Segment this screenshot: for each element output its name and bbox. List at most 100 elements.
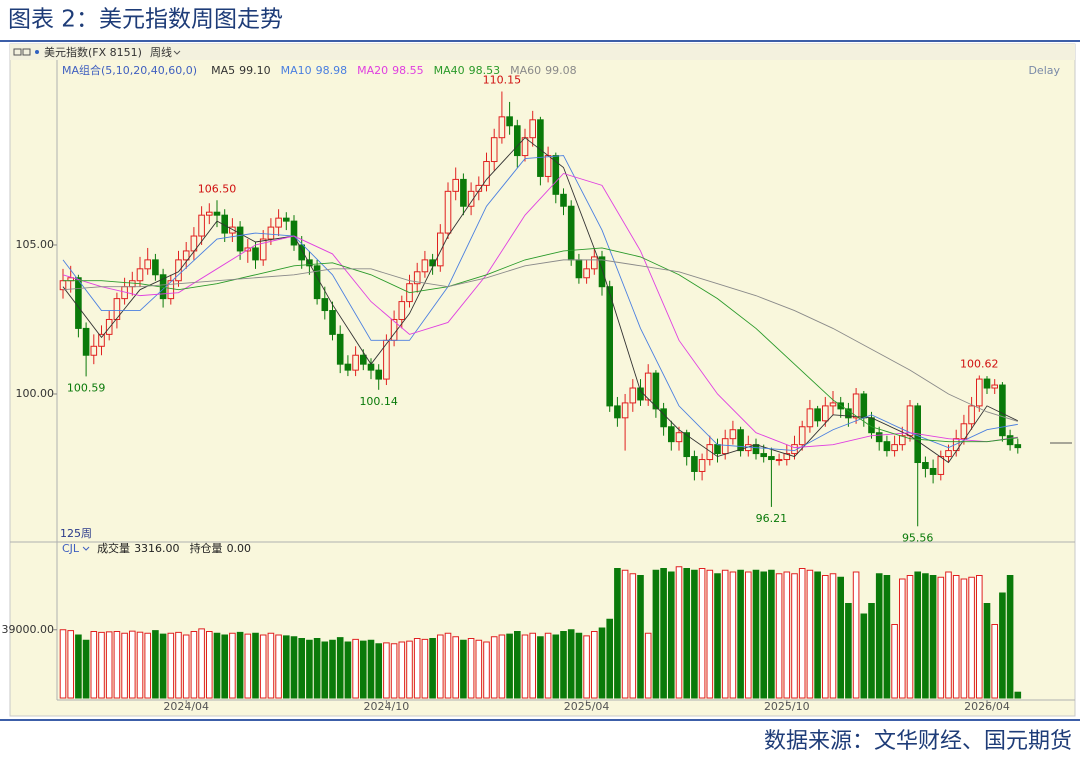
candle-body <box>614 405 621 419</box>
volume-bar <box>75 634 82 699</box>
volume-bar <box>583 635 590 699</box>
period[interactable]: 周线 <box>150 45 172 59</box>
volume-bar <box>575 632 583 699</box>
volume-bar <box>352 638 359 699</box>
y-tick-label: 105.00 <box>16 238 55 251</box>
candle-body <box>298 244 305 261</box>
candle-body <box>105 318 113 335</box>
volume-bar <box>644 632 652 699</box>
volume-bar <box>837 576 845 699</box>
candle-body <box>352 354 359 371</box>
volume-bar <box>606 618 614 699</box>
volume-bar <box>521 634 529 699</box>
candle-body <box>229 226 236 234</box>
volume-bar <box>421 638 429 699</box>
candle-body <box>968 405 975 425</box>
price-annotation: 96.21 <box>756 512 788 525</box>
volume-bar <box>105 631 113 699</box>
volume-bar <box>775 573 783 699</box>
price-annotation: 110.15 <box>483 74 522 87</box>
volume-bar <box>976 575 983 699</box>
volume-bar <box>221 634 228 699</box>
volume-bar <box>899 578 906 699</box>
ma-line <box>62 259 1018 422</box>
candle-body <box>937 456 945 475</box>
volume-bar <box>144 632 151 699</box>
volume-bar <box>760 571 768 699</box>
toolbar-icon-part <box>13 48 22 56</box>
candle-body <box>344 363 352 371</box>
candle-body <box>660 408 667 428</box>
candle-body <box>275 217 282 228</box>
volume-tick-label: 39000.00 <box>2 623 55 636</box>
volume-bar <box>591 631 598 699</box>
volume-bar <box>190 631 198 699</box>
candle-body <box>837 402 845 410</box>
volume-bar <box>59 629 67 699</box>
candle-body <box>606 286 614 407</box>
volume-bar <box>390 643 398 699</box>
volume-bar <box>614 568 621 699</box>
volume-bar <box>437 634 444 699</box>
volume-bar <box>637 575 644 699</box>
volume-bar <box>906 575 914 699</box>
volume-bar <box>999 592 1006 699</box>
volume-bar <box>98 631 105 699</box>
volume-bar <box>275 634 282 699</box>
volume-bar <box>567 629 575 699</box>
candle-body <box>991 384 999 389</box>
candle-body <box>875 432 883 443</box>
candle-body <box>583 268 590 279</box>
volume-bar <box>698 568 706 699</box>
legend-name: MA5 <box>211 64 235 77</box>
price-annotation: 106.50 <box>198 182 237 195</box>
period-dropdown[interactable] <box>173 50 181 55</box>
delay-label: Delay <box>1028 64 1060 77</box>
volume-bar <box>90 631 98 699</box>
candles <box>59 91 1022 527</box>
candle-body <box>691 456 698 472</box>
volume-bar <box>159 633 167 699</box>
candle-body <box>798 426 806 446</box>
volume-bar <box>259 634 267 699</box>
volume-bar <box>229 632 236 699</box>
candle-body <box>360 354 367 365</box>
candle-body <box>760 453 768 458</box>
candle-body <box>845 408 852 419</box>
price-annotation: 95.56 <box>902 531 934 544</box>
candle-body <box>883 441 891 452</box>
candle-body <box>421 259 429 273</box>
volume-bar <box>845 603 852 699</box>
volume-bar <box>244 633 252 699</box>
volume-bar <box>552 634 560 699</box>
ma-line <box>63 247 1018 443</box>
candle-body <box>321 298 329 312</box>
volume-bar <box>529 632 537 699</box>
toolbar-icon-part <box>22 48 31 56</box>
candle-body <box>144 259 151 270</box>
open-interest-label: 持仓量 <box>190 541 223 555</box>
candle-body <box>929 467 937 475</box>
volume-bar <box>236 631 244 699</box>
candle-body <box>629 387 637 404</box>
candle-body <box>983 378 991 389</box>
instrument[interactable]: 美元指数(FX 8151) <box>44 45 142 59</box>
candle-body <box>899 435 906 446</box>
candle-body <box>945 450 952 458</box>
candle-body <box>721 438 729 455</box>
candle-body <box>567 205 575 261</box>
volume-bar <box>67 630 75 699</box>
candle-body <box>75 277 82 329</box>
volume-bar <box>822 575 829 699</box>
source: 数据来源：文华财经、国元期货 <box>764 729 1072 754</box>
volume-bar <box>875 573 883 699</box>
volume-bar <box>129 630 136 699</box>
volume-bar <box>321 641 329 699</box>
legend-value: 98.55 <box>392 64 424 77</box>
candle-body <box>706 444 714 461</box>
volume-bar <box>537 636 544 699</box>
legend-value: 98.53 <box>469 64 501 77</box>
candle-body <box>213 211 221 216</box>
candle-body <box>922 462 929 469</box>
volume-dropdown[interactable] <box>82 546 90 551</box>
